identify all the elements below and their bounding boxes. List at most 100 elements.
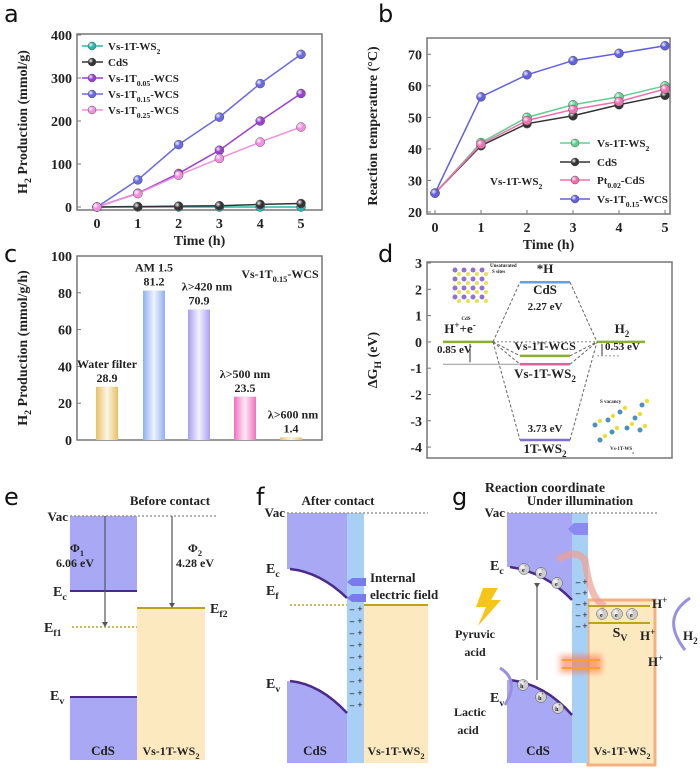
data-point-shine	[255, 199, 265, 209]
atom	[475, 290, 479, 294]
x-tick-label: 3	[570, 221, 577, 236]
bar-value-label: 81.2	[144, 275, 165, 289]
field-arrow-icon	[347, 578, 366, 586]
data-point-shine	[92, 202, 102, 212]
y-axis-label: ΔGH (eV)	[366, 331, 384, 388]
bar-category-label: λ>500 nm	[220, 367, 270, 381]
connector	[492, 281, 521, 343]
atom	[466, 281, 470, 285]
interface-region	[572, 513, 588, 763]
data-point-shine	[174, 201, 184, 211]
electron-label: e-	[615, 608, 620, 619]
data-point-shine	[214, 145, 224, 155]
charge-minus: –	[575, 610, 581, 620]
panel-label-b: b	[378, 0, 393, 28]
charge-plus: +	[582, 610, 587, 620]
sv-label: SV	[613, 626, 628, 644]
legend-label: Vs-1T-WS2	[108, 41, 161, 56]
h2-label: H2	[683, 628, 698, 646]
charge-plus: +	[357, 688, 362, 698]
atom	[624, 425, 630, 431]
atom	[609, 429, 615, 435]
plot-frame-a	[76, 33, 323, 211]
x-tick-label: 3	[216, 217, 223, 232]
ev-curve	[509, 678, 573, 716]
cds-structure-inset	[452, 267, 488, 303]
data-point-shine	[476, 139, 486, 149]
connector	[569, 341, 598, 365]
atom	[592, 422, 598, 428]
legend-marker-shine	[88, 42, 96, 50]
ec-label: Ec	[53, 585, 67, 603]
y-tick-label: 0	[415, 336, 422, 351]
series-4	[96, 126, 302, 208]
charge-minus: –	[349, 616, 355, 626]
x-axis-label: Reaction coordinate	[485, 481, 605, 496]
vac-label: Vac	[265, 505, 286, 520]
charge-minus: –	[575, 599, 581, 609]
atom	[637, 411, 643, 417]
ev-label: Ev	[50, 689, 64, 707]
level-name: CdS	[533, 282, 557, 297]
panel-label-e: e	[4, 483, 19, 511]
series-line	[434, 85, 666, 194]
bar-highlight	[280, 437, 302, 440]
y-tick-label: -1	[410, 362, 422, 377]
material-label: CdS	[526, 743, 550, 758]
y-tick-label: 3	[415, 257, 422, 272]
bar-value-label: 28.9	[97, 371, 118, 385]
electron-shine	[596, 608, 608, 620]
legend-marker-shine	[88, 74, 96, 82]
schematic-title: Under illumination	[527, 493, 634, 508]
atom	[484, 290, 488, 294]
legend-marker-shine	[571, 176, 579, 184]
legend-label: CdS	[597, 157, 617, 169]
series-1	[434, 94, 666, 194]
y-tick-label: 100	[51, 158, 72, 173]
atom	[461, 267, 467, 273]
charge-minus: –	[349, 628, 355, 638]
charge-minus: –	[349, 688, 355, 698]
connector	[569, 341, 598, 441]
cds-conduction-band	[70, 516, 137, 591]
y-tick-label: 0	[65, 434, 72, 449]
electron-shine	[518, 563, 530, 575]
atom	[484, 299, 488, 303]
charge-minus: –	[575, 577, 581, 587]
legend-label: Vs-1T0.05-WCS	[108, 73, 179, 88]
y-tick-label: 0	[65, 201, 72, 216]
ev-label: Ev	[490, 691, 504, 709]
electron-label: e-	[539, 567, 544, 578]
charge-minus: –	[575, 621, 581, 631]
legend-label: Vs-1T0.15-WCS	[108, 89, 179, 104]
pyruvic-label: acid	[464, 645, 486, 659]
atom	[597, 418, 603, 424]
ws2-structure-inset	[592, 398, 650, 443]
x-axis-label: Time (h)	[523, 238, 575, 253]
hole-shine	[552, 702, 564, 714]
bar-category-label: λ>600 nm	[268, 407, 318, 421]
x-tick-label: 2	[175, 217, 182, 232]
y-tick-label: 80	[58, 287, 72, 302]
charge-plus: +	[582, 599, 587, 609]
atom	[470, 276, 476, 282]
bar-value-label: 70.9	[189, 294, 210, 308]
bar-highlight	[234, 396, 256, 440]
atom	[610, 413, 616, 419]
legend-marker-shine	[88, 90, 96, 98]
y-tick-label: 40	[58, 360, 72, 375]
bar-value-label: 1.4	[284, 421, 299, 435]
bar-category-label: AM 1.5	[135, 261, 173, 275]
data-point-shine	[133, 189, 143, 199]
y-tick-label: 400	[51, 29, 72, 44]
hole-shine	[517, 679, 529, 691]
electron-shine	[551, 577, 563, 589]
y-tick-label: -4	[410, 441, 422, 456]
phi1-value: 6.06 eV	[56, 556, 94, 570]
field-label: electric field	[370, 587, 439, 602]
phi1-arrow-head	[102, 622, 108, 627]
phi2-label: Φ2	[188, 541, 202, 558]
hole-shine	[535, 691, 547, 703]
atom	[470, 285, 476, 291]
material-label: Vs-1T-WS2	[142, 744, 199, 761]
